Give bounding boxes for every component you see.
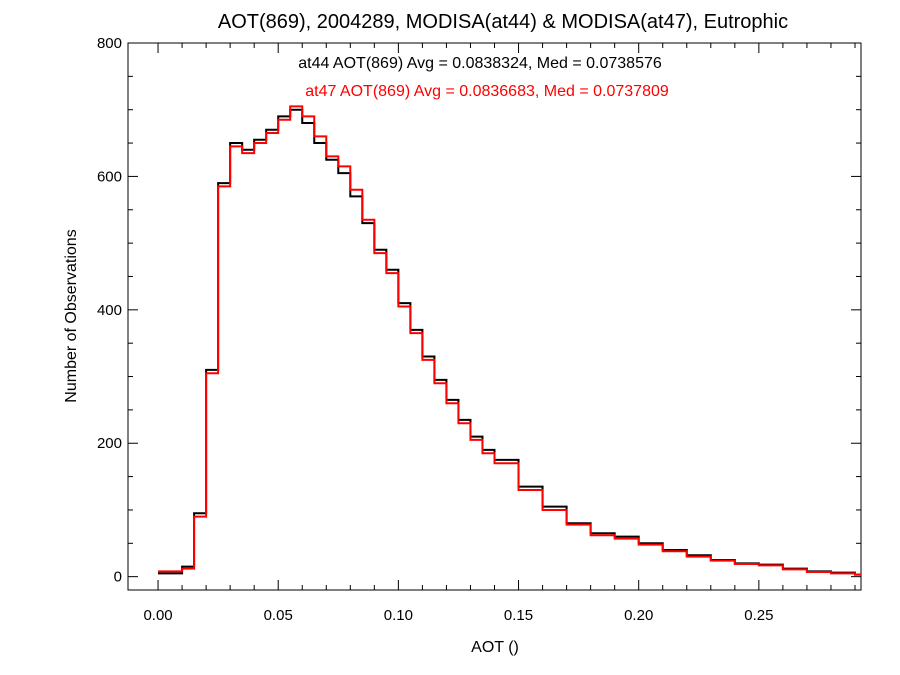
y-axis-ticks: 0 200 400 600 800 — [97, 35, 861, 586]
y-axis-label: Number of Observations — [63, 229, 80, 402]
x-tick-label: 0.20 — [624, 607, 653, 624]
y-tick-label: 400 — [97, 302, 122, 319]
series-line-1 — [158, 105, 861, 576]
x-tick-label: 0.25 — [744, 607, 773, 624]
x-axis-label: AOT () — [471, 639, 519, 656]
series-line-0 — [158, 108, 861, 576]
series-layer — [158, 105, 861, 576]
plot-frame — [127, 42, 862, 591]
x-axis-ticks: 0.00 0.05 0.10 0.15 0.20 0.25 — [143, 43, 856, 624]
x-tick-label: 0.05 — [264, 607, 293, 624]
y-tick-label: 600 — [97, 168, 122, 185]
y-tick-label: 0 — [114, 569, 122, 586]
x-tick-label: 0.00 — [143, 607, 172, 624]
chart-title: AOT(869), 2004289, MODISA(at44) & MODISA… — [218, 11, 788, 33]
x-tick-label: 0.10 — [384, 607, 413, 624]
annotation-at47: at47 AOT(869) Avg = 0.0836683, Med = 0.0… — [305, 83, 669, 100]
y-tick-label: 200 — [97, 435, 122, 452]
x-tick-label: 0.15 — [504, 607, 533, 624]
y-tick-label: 800 — [97, 35, 122, 52]
annotation-at44: at44 AOT(869) Avg = 0.0838324, Med = 0.0… — [298, 55, 662, 72]
